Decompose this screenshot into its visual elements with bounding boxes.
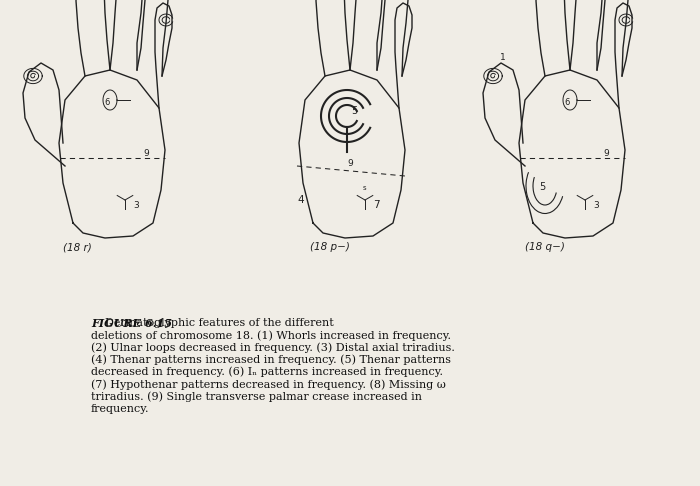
Text: 1: 1	[500, 53, 505, 62]
Text: 3: 3	[133, 201, 139, 210]
Text: FIGURE 6.15: FIGURE 6.15	[91, 318, 172, 330]
Text: 9: 9	[143, 149, 148, 158]
Text: Dermatoglyphic features of the different
deletions of chromosome 18. (1) Whorls : Dermatoglyphic features of the different…	[91, 318, 455, 414]
Text: 9: 9	[603, 149, 609, 158]
Text: (18 r): (18 r)	[63, 242, 92, 252]
Text: 7: 7	[373, 200, 379, 210]
Text: 5: 5	[351, 106, 357, 116]
Text: (18 p−): (18 p−)	[310, 242, 350, 252]
Text: 6: 6	[104, 98, 110, 106]
Text: s: s	[363, 185, 367, 191]
Text: 4: 4	[297, 195, 304, 205]
Text: 6: 6	[564, 98, 570, 106]
Text: 3: 3	[593, 201, 598, 210]
Text: (18 q−): (18 q−)	[525, 242, 565, 252]
Text: 9: 9	[347, 159, 353, 168]
Text: 5: 5	[539, 182, 545, 192]
